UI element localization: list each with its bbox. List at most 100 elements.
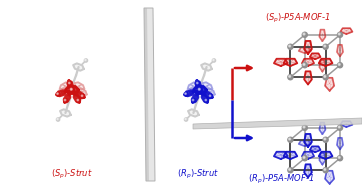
Circle shape — [64, 99, 66, 101]
Circle shape — [302, 125, 307, 130]
Circle shape — [302, 32, 307, 37]
Polygon shape — [304, 164, 312, 177]
Text: $(R_p)$-Strut: $(R_p)$-Strut — [177, 168, 219, 181]
Polygon shape — [202, 94, 208, 102]
Polygon shape — [319, 153, 325, 165]
Circle shape — [84, 59, 88, 62]
Polygon shape — [56, 91, 66, 96]
Circle shape — [338, 64, 340, 65]
Polygon shape — [299, 140, 311, 146]
Circle shape — [57, 93, 58, 94]
Polygon shape — [325, 78, 334, 91]
Circle shape — [288, 137, 293, 142]
Polygon shape — [337, 45, 343, 56]
Polygon shape — [188, 82, 198, 89]
Polygon shape — [319, 30, 325, 41]
Circle shape — [324, 169, 326, 170]
Circle shape — [324, 45, 326, 47]
Text: $(R_p)$-P5A-MOF-1: $(R_p)$-P5A-MOF-1 — [248, 173, 314, 186]
Circle shape — [205, 99, 206, 101]
Circle shape — [302, 156, 307, 161]
Circle shape — [70, 88, 75, 93]
Polygon shape — [185, 91, 194, 96]
Circle shape — [323, 137, 328, 142]
Polygon shape — [304, 71, 312, 84]
Polygon shape — [76, 92, 84, 98]
Circle shape — [338, 33, 340, 35]
Circle shape — [76, 99, 80, 103]
Polygon shape — [302, 59, 314, 66]
Polygon shape — [204, 92, 212, 98]
Polygon shape — [185, 88, 195, 95]
Polygon shape — [319, 123, 325, 134]
Polygon shape — [283, 152, 297, 159]
Circle shape — [85, 59, 86, 60]
Circle shape — [303, 33, 305, 35]
Circle shape — [337, 125, 342, 130]
Circle shape — [324, 138, 326, 140]
Circle shape — [209, 94, 213, 98]
Polygon shape — [57, 88, 67, 95]
Circle shape — [197, 82, 198, 84]
Circle shape — [303, 156, 305, 158]
Circle shape — [68, 82, 70, 84]
Polygon shape — [195, 80, 201, 90]
Polygon shape — [340, 121, 353, 127]
Polygon shape — [202, 82, 212, 89]
Circle shape — [288, 44, 293, 49]
Polygon shape — [188, 109, 199, 117]
Circle shape — [288, 75, 293, 80]
Circle shape — [184, 118, 188, 121]
Circle shape — [337, 32, 342, 37]
Circle shape — [337, 156, 342, 161]
Circle shape — [192, 99, 194, 101]
Circle shape — [303, 64, 305, 65]
Polygon shape — [310, 53, 320, 59]
Polygon shape — [64, 94, 70, 102]
Polygon shape — [310, 146, 320, 152]
Polygon shape — [274, 152, 288, 159]
Circle shape — [185, 93, 186, 94]
Polygon shape — [77, 88, 87, 95]
Circle shape — [56, 92, 60, 96]
Polygon shape — [196, 88, 204, 92]
Circle shape — [288, 168, 293, 173]
Circle shape — [64, 99, 68, 103]
Circle shape — [70, 88, 72, 90]
Polygon shape — [304, 134, 312, 147]
Polygon shape — [299, 47, 311, 53]
Circle shape — [68, 82, 72, 86]
Circle shape — [289, 169, 291, 170]
Polygon shape — [60, 82, 70, 89]
Circle shape — [323, 44, 328, 49]
Polygon shape — [192, 94, 198, 102]
Circle shape — [212, 59, 216, 62]
Polygon shape — [66, 86, 79, 94]
Polygon shape — [310, 146, 320, 152]
Circle shape — [323, 75, 328, 80]
Circle shape — [303, 126, 305, 128]
Circle shape — [56, 118, 60, 121]
Circle shape — [302, 63, 307, 68]
Polygon shape — [205, 88, 215, 95]
Text: $(S_p)$-P5A-MOF-1: $(S_p)$-P5A-MOF-1 — [265, 12, 331, 25]
Polygon shape — [74, 94, 80, 102]
Circle shape — [77, 99, 79, 101]
Polygon shape — [193, 86, 207, 94]
Polygon shape — [144, 8, 149, 181]
Polygon shape — [60, 109, 71, 117]
Circle shape — [289, 138, 291, 140]
Circle shape — [323, 168, 328, 173]
Circle shape — [289, 76, 291, 77]
Circle shape — [81, 95, 83, 97]
Polygon shape — [75, 82, 84, 89]
Circle shape — [197, 88, 203, 93]
Polygon shape — [337, 138, 343, 149]
Polygon shape — [68, 88, 76, 92]
Circle shape — [289, 45, 291, 47]
Polygon shape — [201, 63, 212, 71]
Circle shape — [184, 92, 188, 96]
Circle shape — [191, 99, 195, 103]
Circle shape — [81, 94, 85, 98]
Polygon shape — [319, 152, 332, 159]
